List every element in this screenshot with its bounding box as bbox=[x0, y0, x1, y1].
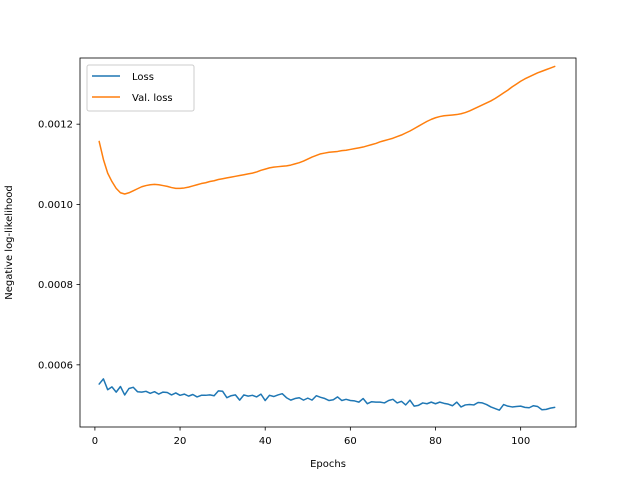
x-tick-label: 20 bbox=[174, 436, 187, 447]
x-axis: 0 20 40 60 80 100 bbox=[92, 427, 530, 447]
x-tick-label: 80 bbox=[429, 436, 442, 447]
x-tick-label: 100 bbox=[511, 436, 530, 447]
plot-frame bbox=[79, 57, 577, 428]
x-tick-label: 40 bbox=[259, 436, 272, 447]
x-tick-label: 60 bbox=[344, 436, 357, 447]
y-tick-label: 0.0008 bbox=[38, 280, 73, 291]
x-axis-label: Epochs bbox=[310, 459, 346, 470]
series-layer bbox=[98, 65, 556, 411]
series-line-val-loss bbox=[98, 65, 556, 195]
series-line-loss bbox=[98, 378, 556, 411]
plot-area bbox=[80, 58, 576, 427]
legend: Loss Val. loss bbox=[86, 64, 195, 112]
y-axis-label: Negative log-likelihood bbox=[4, 185, 15, 300]
y-tick-label: 0.0012 bbox=[38, 120, 73, 131]
x-tick-label: 0 bbox=[92, 436, 98, 447]
legend-label-loss: Loss bbox=[132, 72, 154, 83]
y-tick-label: 0.0010 bbox=[38, 200, 73, 211]
y-axis: 0.0006 0.0008 0.0010 0.0012 bbox=[38, 120, 80, 371]
y-tick-label: 0.0006 bbox=[38, 360, 73, 371]
legend-label-val-loss: Val. loss bbox=[132, 93, 173, 104]
